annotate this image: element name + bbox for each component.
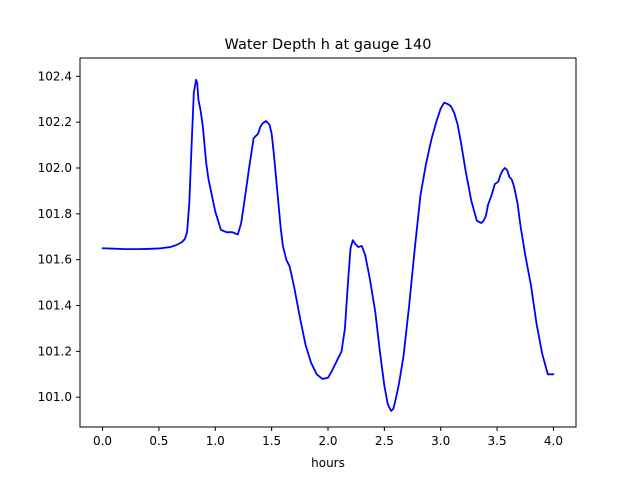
y-tick-label: 101.0 [38,390,72,404]
x-axis-label: hours [311,456,345,470]
x-tick-label: 2.5 [375,434,394,448]
x-tick-label: 4.0 [544,434,563,448]
chart-title: Water Depth h at gauge 140 [225,37,432,53]
series-line [101,78,555,412]
x-tick-label: 1.0 [206,434,225,448]
x-tick-label: 1.5 [262,434,281,448]
x-tick-label: 0.5 [149,434,168,448]
x-tick-label: 2.0 [318,434,337,448]
x-axis: 0.0 0.5 1.0 1.5 2.0 2.5 3.0 3.5 4.0 [93,427,563,448]
y-tick-label: 102.2 [38,115,72,129]
x-tick-label: 3.0 [431,434,450,448]
y-tick-label: 101.2 [38,344,72,358]
y-tick-label: 102.4 [38,69,72,83]
y-tick-label: 101.4 [38,299,72,313]
y-tick-label: 102.0 [38,161,72,175]
x-tick-label: 3.5 [488,434,507,448]
x-tick-label: 0.0 [93,434,112,448]
y-tick-label: 101.8 [38,207,72,221]
y-tick-label: 101.6 [38,253,72,267]
y-axis: 101.0 101.2 101.4 101.6 101.8 102.0 102.2 102.4 [38,69,80,404]
